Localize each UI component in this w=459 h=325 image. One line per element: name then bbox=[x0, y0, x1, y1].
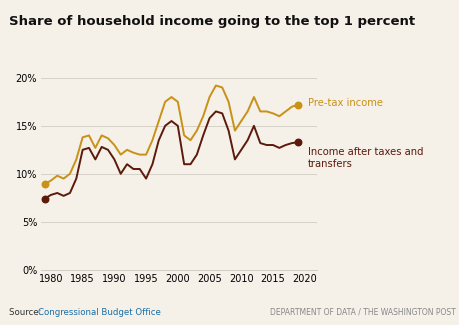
Point bbox=[41, 196, 48, 202]
Point bbox=[41, 182, 48, 187]
Text: Share of household income going to the top 1 percent: Share of household income going to the t… bbox=[9, 15, 414, 28]
Text: Source:: Source: bbox=[9, 308, 45, 317]
Text: Income after taxes and
transfers: Income after taxes and transfers bbox=[307, 147, 422, 169]
Text: DEPARTMENT OF DATA / THE WASHINGTON POST: DEPARTMENT OF DATA / THE WASHINGTON POST bbox=[269, 308, 454, 317]
Point bbox=[294, 102, 302, 107]
Text: Pre-tax income: Pre-tax income bbox=[307, 98, 382, 108]
Point bbox=[294, 139, 302, 145]
Text: Congressional Budget Office: Congressional Budget Office bbox=[38, 308, 160, 317]
